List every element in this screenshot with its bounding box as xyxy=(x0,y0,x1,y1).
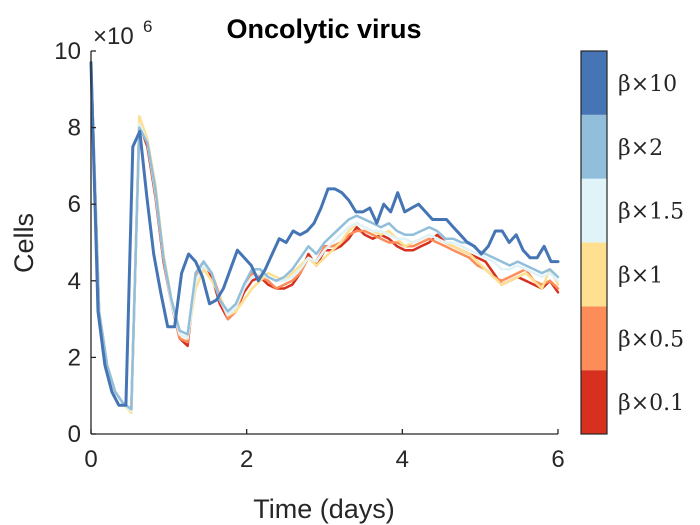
x-tick-label-4: 4 xyxy=(396,446,409,473)
y-tick-label-6: 6 xyxy=(68,191,81,218)
y-axis-exponent: ×10 6 xyxy=(93,17,152,50)
colorbar-label-6: β×10 xyxy=(618,72,677,97)
colorbar-label-5: β×2 xyxy=(618,136,663,161)
y-tick-label-4: 4 xyxy=(68,268,81,295)
x-tick-label-0: 0 xyxy=(84,446,97,473)
series-line-6 xyxy=(89,61,560,407)
y-tick-label-10: 10 xyxy=(54,38,81,65)
y-tick-label-8: 8 xyxy=(68,115,81,142)
x-tick-label-6: 6 xyxy=(551,446,564,473)
chart-title: Oncolytic virus xyxy=(226,14,421,44)
x-axis-title: Time (days) xyxy=(253,494,395,524)
colorbar-segment-6 xyxy=(581,51,607,115)
y-axis-exponent-base: ×10 xyxy=(93,23,134,50)
x-tick-label-2: 2 xyxy=(240,446,253,473)
colorbar-label-3: β×1 xyxy=(618,263,663,288)
colorbar-segment-2 xyxy=(581,306,607,371)
colorbar-segment-5 xyxy=(581,114,607,179)
colorbar-segment-4 xyxy=(581,178,607,243)
y-tick-label-2: 2 xyxy=(68,344,81,371)
colorbar-label-1: β×0.1 xyxy=(618,391,684,416)
y-tick-label-0: 0 xyxy=(68,421,81,448)
y-axis-title: Cells xyxy=(9,213,39,273)
axes: 0 2 4 6 0 2 4 6 8 10 xyxy=(54,38,564,473)
colorbar-label-4: β×1.5 xyxy=(618,200,684,225)
colorbar-segment-1 xyxy=(581,370,607,434)
y-axis-exponent-power: 6 xyxy=(143,17,152,36)
colorbar-frame xyxy=(580,50,608,435)
colorbar-label-2: β×0.5 xyxy=(618,327,684,352)
series-layer xyxy=(89,61,560,415)
colorbar-segment-3 xyxy=(581,242,607,307)
series-line-5 xyxy=(89,61,560,411)
colorbar: β×0.1 β×0.5 β×1 β×1.5 β×2 β×10 xyxy=(580,50,684,435)
